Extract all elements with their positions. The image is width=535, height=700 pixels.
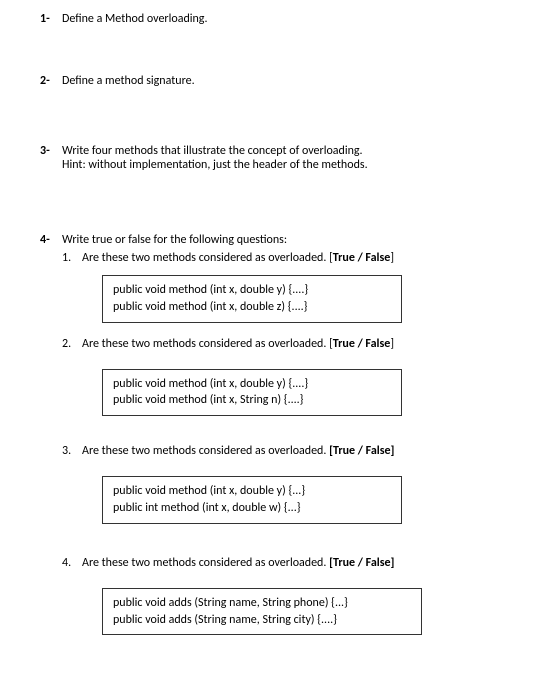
q2-number: 2- [40, 74, 62, 88]
question-4: 4- Write true or false for the following… [40, 233, 500, 645]
q3-body: Write four methods that illustrate the c… [62, 144, 500, 172]
q4-sub1-tf: True / False [333, 251, 391, 265]
q1-text: Define a Method overloading. [62, 12, 500, 26]
q4-sub3-code: public void method (int x, double y) {..… [102, 476, 402, 524]
q4-sub2: 2. Are these two methods considered as o… [62, 337, 500, 427]
q4-sub1: 1. Are these two methods considered as o… [62, 251, 500, 333]
q3-line1: Write four methods that illustrate the c… [62, 144, 500, 158]
spacer [40, 94, 500, 144]
spacer [62, 534, 500, 552]
q4-sub4-pre: Are these two methods considered as over… [82, 556, 329, 570]
q4-sub3: 3. Are these two methods considered as o… [62, 444, 500, 534]
code-line: public void adds (String name, String ci… [113, 612, 411, 629]
code-line: public void method (int x, double y) {..… [113, 376, 391, 393]
q4-sub3-pre: Are these two methods considered as over… [82, 444, 329, 458]
q4-sub1-post: ] [390, 251, 394, 265]
spacer [40, 32, 500, 74]
q4-sub1-pre: Are these two methods considered as over… [82, 251, 333, 265]
q4-body: Write true or false for the following qu… [62, 233, 500, 645]
spacer [82, 570, 500, 578]
spacer [82, 351, 500, 359]
q4-sub2-pre: Are these two methods considered as over… [82, 337, 333, 351]
q4-sub3-tf: [True / False] [329, 444, 394, 458]
q4-text: Write true or false for the following qu… [62, 233, 500, 247]
q1-number: 1- [40, 12, 62, 26]
q4-sub2-num: 2. [62, 337, 82, 427]
q4-sub1-num: 1. [62, 251, 82, 333]
q4-sub4-code: public void adds (String name, String ph… [102, 588, 422, 636]
question-2: 2- Define a method signature. [40, 74, 500, 88]
spacer [82, 458, 500, 466]
q4-sub1-body: Are these two methods considered as over… [82, 251, 500, 333]
q4-sub3-num: 3. [62, 444, 82, 534]
q4-sub3-body: Are these two methods considered as over… [82, 444, 500, 534]
q3-line2: Hint: without implementation, just the h… [62, 158, 500, 172]
q4-number: 4- [40, 233, 62, 645]
q4-sub2-body: Are these two methods considered as over… [82, 337, 500, 427]
q4-sub4-num: 4. [62, 556, 82, 646]
question-1: 1- Define a Method overloading. [40, 12, 500, 26]
q4-sub1-code: public void method (int x, double y) {..… [102, 275, 402, 323]
code-line: public void method (int x, double z) {..… [113, 299, 391, 316]
q3-number: 3- [40, 144, 62, 172]
spacer [40, 178, 500, 233]
code-line: public void method (int x, String n) {..… [113, 392, 391, 409]
q2-text: Define a method signature. [62, 74, 500, 88]
code-line: public void method (int x, double y) {..… [113, 483, 391, 500]
spacer [62, 426, 500, 440]
q4-sub2-tf: True / False [333, 337, 391, 351]
q4-sub2-code: public void method (int x, double y) {..… [102, 369, 402, 417]
code-line: public void method (int x, double y) {..… [113, 282, 391, 299]
q4-sub4-body: Are these two methods considered as over… [82, 556, 500, 646]
code-line: public void adds (String name, String ph… [113, 595, 411, 612]
code-line: public int method (int x, double w) {...… [113, 500, 391, 517]
q4-sub4: 4. Are these two methods considered as o… [62, 556, 500, 646]
q4-sub4-tf: [True / False] [329, 556, 394, 570]
q4-sub2-post: ] [390, 337, 394, 351]
question-3: 3- Write four methods that illustrate th… [40, 144, 500, 172]
